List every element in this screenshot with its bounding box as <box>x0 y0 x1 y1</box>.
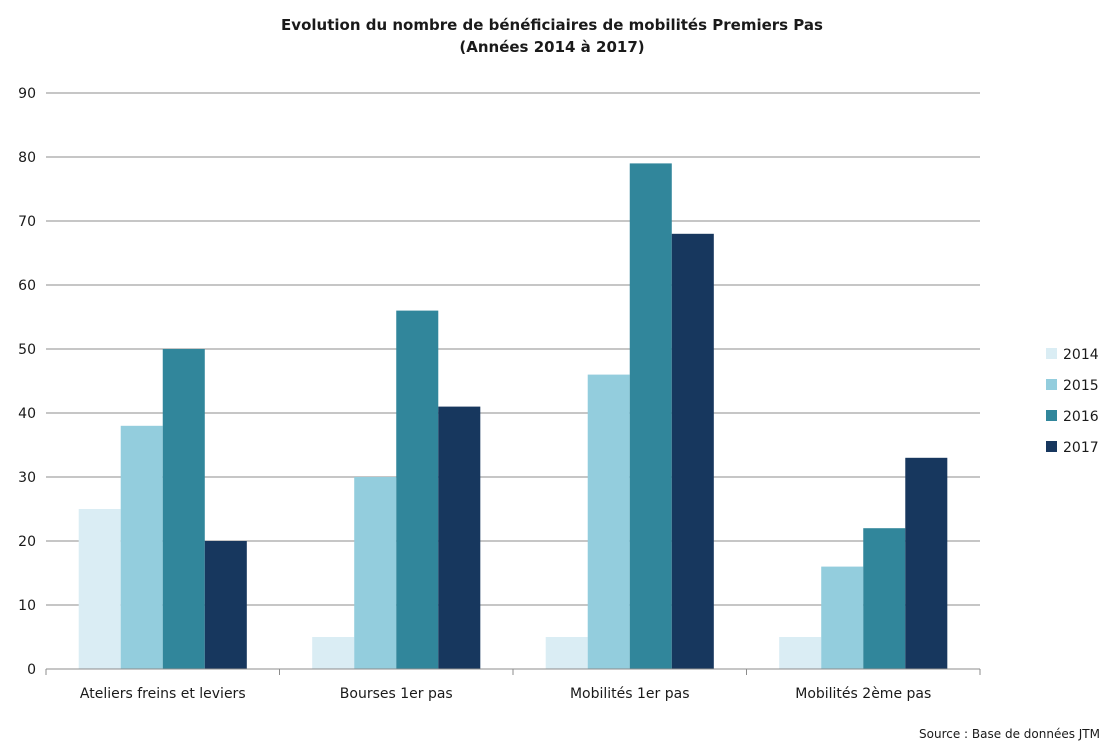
y-tick-label: 60 <box>18 278 36 294</box>
legend-label: 2016 <box>1063 409 1099 425</box>
bar-2016 <box>863 528 906 669</box>
x-axis-categories: Ateliers freins et leviers Bourses 1er pa… <box>80 686 931 702</box>
x-category-label: Mobilités 2ème pas <box>795 686 931 702</box>
legend-swatch-2016 <box>1046 410 1057 421</box>
bar-2015 <box>120 425 163 669</box>
legend-swatch-2017 <box>1046 441 1057 452</box>
legend: 2014 2015 2016 2017 <box>1046 347 1099 456</box>
y-tick-label: 30 <box>18 470 36 486</box>
x-axis <box>45 668 981 675</box>
bar-2017 <box>204 541 247 669</box>
bar-2016 <box>396 310 439 669</box>
y-tick-label: 90 <box>18 86 36 102</box>
bar-2015 <box>354 477 397 669</box>
bar-2016 <box>629 163 672 669</box>
legend-label: 2015 <box>1063 378 1099 394</box>
bar-2017 <box>671 233 714 670</box>
bar-2016 <box>162 349 205 669</box>
y-tick-label: 70 <box>18 214 36 230</box>
y-tick-label: 10 <box>18 598 36 614</box>
y-tick-label: 50 <box>18 342 36 358</box>
chart-title-line-1: Evolution du nombre de bénéficiaires de … <box>281 16 823 34</box>
bar-2015 <box>821 566 864 669</box>
y-axis-ticks: 0 10 20 30 40 50 60 70 80 90 <box>18 86 36 678</box>
bar-2014 <box>312 637 355 669</box>
bar-2014 <box>78 509 121 669</box>
bar-2014 <box>545 637 588 669</box>
bars <box>78 163 948 670</box>
legend-swatch-2014 <box>1046 348 1057 359</box>
bar-2017 <box>905 457 948 669</box>
x-category-label: Bourses 1er pas <box>340 686 453 702</box>
chart-title-line-2: (Années 2014 à 2017) <box>459 38 644 56</box>
bar-2017 <box>438 406 481 669</box>
y-tick-label: 40 <box>18 406 36 422</box>
source-note: Source : Base de données JTM <box>919 727 1100 741</box>
y-tick-label: 20 <box>18 534 36 550</box>
x-category-label: Mobilités 1er pas <box>570 686 690 702</box>
x-category-label: Ateliers freins et leviers <box>80 686 246 702</box>
legend-label: 2014 <box>1063 347 1099 363</box>
y-tick-label: 0 <box>27 662 36 678</box>
legend-swatch-2015 <box>1046 379 1057 390</box>
y-tick-label: 80 <box>18 150 36 166</box>
bar-2014 <box>779 637 822 669</box>
bar-2015 <box>587 374 630 669</box>
legend-label: 2017 <box>1063 440 1099 456</box>
